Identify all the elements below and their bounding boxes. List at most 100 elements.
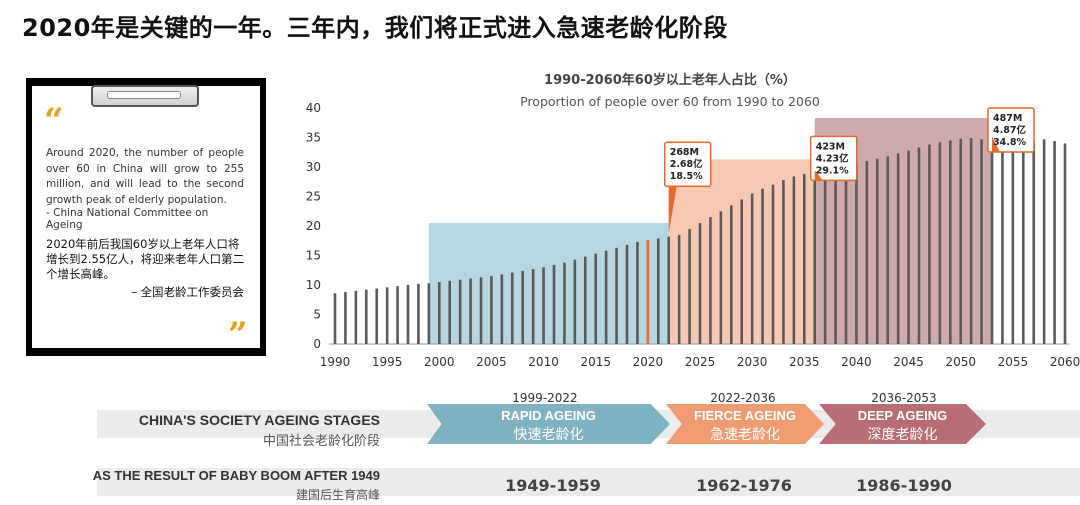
bar-2039 (844, 165, 848, 344)
stages-row-title-en: CHINA'S SOCIETY AGEING STAGES (138, 412, 380, 428)
chart-subtitle: Proportion of people over 60 from 1990 t… (520, 94, 820, 109)
bar-2050 (959, 138, 963, 344)
stage-period-deep: 2036-2053 (871, 391, 937, 405)
y-tick-label: 25 (306, 190, 321, 204)
bar-2014 (583, 256, 587, 344)
x-tick-label: 2035 (789, 355, 820, 369)
bar-2036 (813, 172, 817, 344)
stage-period-rapid: 1999-2022 (512, 391, 578, 405)
stage-label-en-rapid: RAPID AGEING (501, 408, 596, 423)
bar-2048 (938, 142, 942, 344)
boom-row-title-cn: 建国后生育高峰 (295, 488, 380, 502)
bar-2049 (948, 140, 952, 344)
bar-2054 (1001, 141, 1004, 344)
annotation-text-2-2: 34.8% (993, 137, 1026, 148)
annotation-text-2-1: 4.87亿 (993, 124, 1026, 136)
bar-1997 (406, 285, 410, 344)
boom-years-rapid: 1949-1959 (505, 476, 601, 495)
x-tick-label: 2020 (633, 355, 664, 369)
bar-2058 (1042, 139, 1046, 344)
quote-text-cn: 2020年前后我国60岁以上老年人口将增长到2.55亿人，将迎来老年人口第二个增… (46, 237, 245, 281)
bar-2059 (1053, 141, 1056, 344)
annotation-text-2-0: 487M (993, 113, 1022, 124)
stage-region-0 (428, 223, 669, 344)
x-tick-label: 1990 (320, 355, 351, 369)
quote-source-en: - China National Committee on Ageing (46, 207, 209, 231)
annotation-pointer-1 (814, 170, 823, 181)
x-tick-label: 2060 (1050, 355, 1080, 369)
bar-2018 (625, 244, 629, 344)
x-tick-label: 2055 (998, 355, 1029, 369)
bar-2003 (469, 278, 472, 344)
bar-2007 (510, 272, 514, 344)
bar-2022 (667, 236, 671, 344)
bar-2015 (594, 253, 598, 344)
stages-row-title-cn: 中国社会老龄化阶段 (262, 434, 380, 449)
x-tick-label: 2045 (893, 355, 924, 369)
bar-2045 (907, 150, 910, 344)
bar-2019 (636, 241, 639, 344)
y-tick-label: 10 (306, 278, 321, 292)
open-quote-icon: “ (44, 101, 64, 141)
y-tick-label: 20 (306, 219, 321, 233)
bar-2017 (615, 247, 618, 344)
bar-2032 (771, 184, 775, 344)
bar-1999 (427, 283, 431, 344)
annotation-box-0 (663, 141, 712, 187)
stage-label-en-fierce: FIERCE AGEING (693, 408, 797, 423)
bar-2016 (604, 250, 608, 344)
bar-2060 (1063, 143, 1067, 344)
x-tick-label: 2010 (528, 355, 559, 369)
stage-arrow-rapid: RAPID AGEING 快速老龄化 (427, 404, 670, 444)
bar-2033 (782, 179, 785, 344)
x-tick-label: 2050 (945, 355, 976, 369)
boom-row-title-en: AS THE RESULT OF BABY BOOM AFTER 1949 (92, 468, 380, 483)
boom-years-deep: 1986-1990 (856, 476, 952, 495)
y-tick-label: 30 (306, 160, 321, 174)
quote-source-cn: – 全国老龄工作委员会 (131, 285, 244, 299)
annotation-pointer-2 (992, 136, 1000, 152)
clipboard-clip-icon (91, 85, 199, 107)
stage-period-fierce: 2022-2036 (710, 391, 776, 405)
stage-label-cn-rapid: 快速老龄化 (513, 427, 584, 443)
x-tick-label: 2015 (580, 355, 611, 369)
bar-2057 (1032, 141, 1036, 344)
bar-2056 (1021, 143, 1025, 344)
bar-2034 (792, 176, 796, 344)
bar-2051 (969, 138, 973, 344)
bar-2025 (698, 223, 702, 344)
bar-1993 (364, 289, 368, 344)
bar-1994 (375, 288, 379, 344)
bar-2043 (886, 156, 890, 344)
bar-1996 (396, 286, 399, 344)
chart-title: 1990-2060年60岁以上老年人占比（%） (544, 72, 796, 88)
quote-clipboard (26, 78, 266, 356)
bar-2004 (479, 277, 483, 344)
bar-2013 (573, 259, 577, 344)
bar-2012 (563, 262, 566, 344)
bar-1990 (333, 293, 337, 344)
page-headline: 2020年是关键的一年。三年内，我们将正式进入急速老龄化阶段 (22, 14, 728, 42)
bar-1992 (354, 290, 358, 344)
annotation-text-1-1: 4.23亿 (816, 152, 849, 164)
bar-2052 (980, 139, 983, 344)
bar-2000 (437, 282, 441, 344)
boom-years-fierce: 1962-1976 (696, 476, 792, 495)
quote-paper (32, 86, 260, 348)
bar-highlight-2020 (646, 240, 650, 344)
annotation-text-0-1: 2.68亿 (670, 158, 703, 170)
annotation-text-0-2: 18.5% (670, 171, 703, 182)
quote-text-en: Around 2020, the number of people over 6… (46, 147, 244, 206)
bar-1995 (385, 287, 389, 344)
bar-2044 (896, 153, 900, 344)
bar-2021 (656, 238, 660, 344)
y-tick-label: 15 (306, 249, 321, 263)
bar-2028 (729, 205, 733, 344)
x-tick-label: 2005 (476, 355, 507, 369)
bar-2055 (1011, 142, 1015, 344)
x-tick-label: 2040 (841, 355, 872, 369)
annotation-text-1-0: 423M (816, 141, 845, 152)
x-tick-label: 2030 (737, 355, 768, 369)
bar-2002 (458, 279, 462, 344)
bar-2008 (521, 270, 525, 344)
